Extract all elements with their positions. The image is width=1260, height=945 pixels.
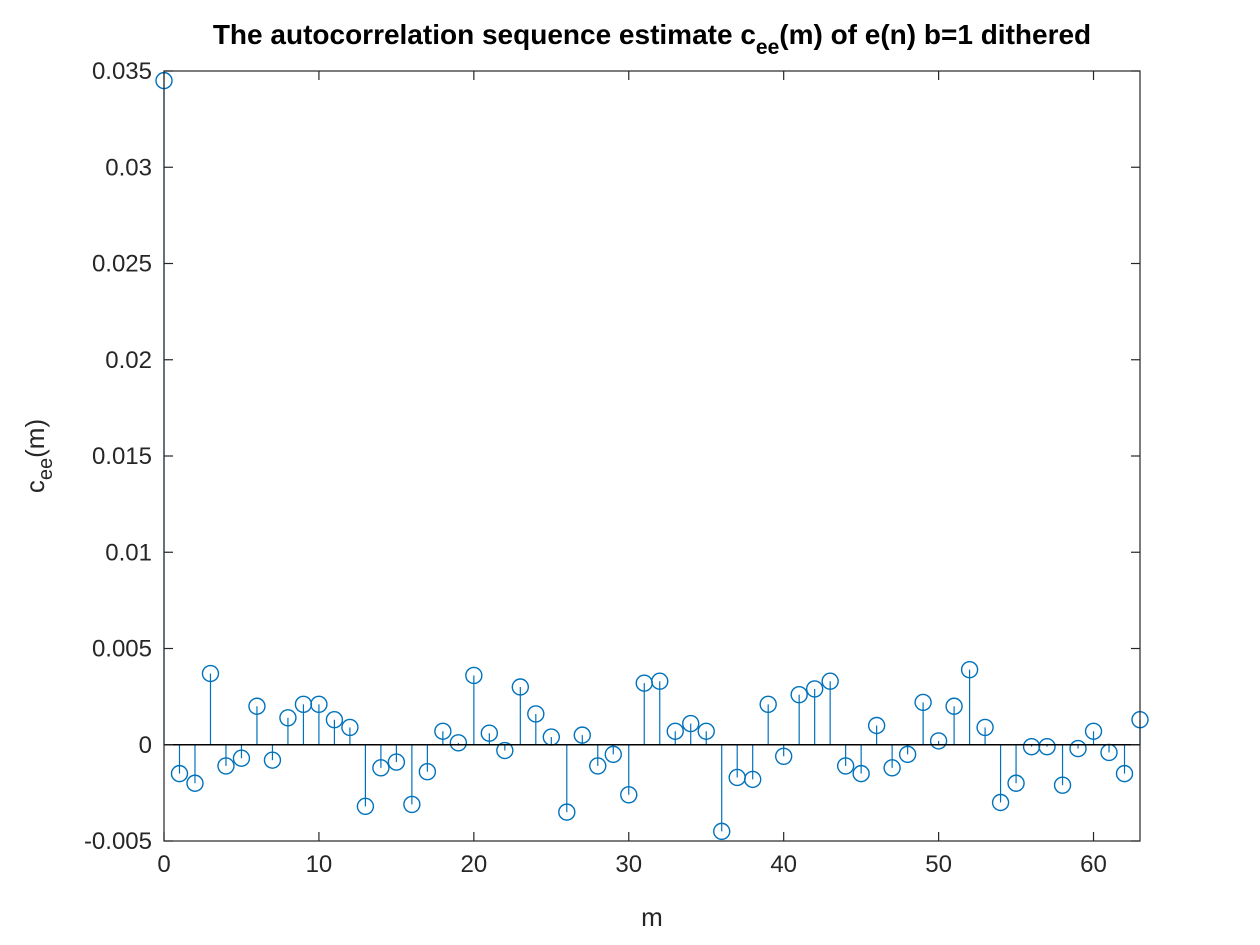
x-tick-label: 60 <box>1080 851 1107 878</box>
y-tick-label: 0 <box>139 732 152 759</box>
y-tick-label: 0.03 <box>105 154 152 181</box>
y-tick-label: 0.01 <box>105 539 152 566</box>
stem-marker <box>867 716 886 735</box>
stem-marker <box>310 695 328 714</box>
stem-marker <box>511 678 530 696</box>
x-axis-label: m <box>641 902 663 932</box>
stem-marker <box>372 759 390 777</box>
x-axis: 0 10 20 30 40 50 60 <box>157 71 1107 878</box>
y-tick-label: 0.035 <box>92 58 152 85</box>
y-axis-label: cee(m) <box>20 419 57 493</box>
stem-marker <box>170 764 189 783</box>
chart-title-main: The autocorrelation sequence estimate c <box>213 19 756 50</box>
stem-marker <box>1038 737 1056 756</box>
chart-title: The autocorrelation sequence estimate ce… <box>213 19 1091 59</box>
stem-marker <box>604 745 622 764</box>
stem-marker <box>713 822 731 841</box>
stem-marker <box>217 757 235 775</box>
x-tick-label: 30 <box>615 851 642 878</box>
x-tick-label: 0 <box>157 851 170 878</box>
stem-marker <box>620 786 638 804</box>
stem-marker <box>976 718 994 737</box>
stem-marker <box>883 759 901 777</box>
x-tick-label: 20 <box>460 851 487 878</box>
stem-marker <box>186 774 204 792</box>
x-tick-label: 10 <box>306 851 333 878</box>
y-axis: -0.005 0 0.005 0.01 0.015 0.02 0.025 0.03 0.035 <box>84 58 1140 855</box>
stem-marker <box>263 751 282 769</box>
stem-marker <box>1053 776 1072 794</box>
stem-marker <box>558 803 576 821</box>
stem-marker <box>434 722 452 740</box>
stem-marker <box>821 672 839 690</box>
stem-marker <box>387 753 406 771</box>
stem-marker <box>325 711 344 729</box>
y-tick-label: 0.005 <box>92 636 152 663</box>
stem-marker <box>248 697 266 715</box>
stem-marker <box>960 660 979 679</box>
stem-marker <box>403 795 421 814</box>
y-tick-label: 0.025 <box>92 251 152 278</box>
stem-marker <box>682 714 700 733</box>
stem-marker <box>356 797 375 816</box>
stem-marker <box>774 747 793 765</box>
x-tick-label: 40 <box>770 851 797 878</box>
stem-marker <box>790 686 808 704</box>
chart-title-subscript: ee <box>756 36 779 59</box>
stem-marker <box>1069 739 1087 758</box>
stem-marker <box>666 722 684 740</box>
stem-marker <box>449 734 468 752</box>
stem-marker <box>651 672 669 690</box>
y-tick-label: 0.02 <box>105 347 152 374</box>
stem-marker <box>527 705 545 723</box>
stem-marker <box>1084 722 1103 740</box>
stem-marker <box>1115 764 1134 783</box>
stem-marker <box>341 718 359 737</box>
stem-marker <box>914 693 932 712</box>
stem-marker <box>836 757 855 775</box>
stem-marker <box>480 724 499 742</box>
stem-marker <box>496 741 514 760</box>
x-tick-label: 50 <box>925 851 952 878</box>
y-tick-label: 0.015 <box>92 443 152 470</box>
y-axis-label-tail: (m) <box>20 419 50 458</box>
y-tick-label: -0.005 <box>84 828 152 855</box>
stem-marker <box>852 764 870 783</box>
plot-background <box>164 71 1140 841</box>
stem-marker <box>898 745 917 764</box>
stem-marker <box>573 726 591 744</box>
stem-marker <box>697 722 715 740</box>
chart-title-tail: (m) of e(n) b=1 dithered <box>779 19 1091 50</box>
stem-marker <box>991 793 1010 812</box>
stem-marker <box>589 757 607 775</box>
stem-marker <box>1007 774 1025 792</box>
stem-marker <box>929 732 948 750</box>
stem-marker <box>759 695 777 714</box>
stem-marker <box>232 749 251 767</box>
stem-marker <box>465 666 483 685</box>
y-axis-label-main: c <box>20 480 50 493</box>
stem-marker <box>743 770 762 789</box>
stem-marker <box>201 664 220 683</box>
y-axis-label-subscript: ee <box>35 458 57 480</box>
stem-marker <box>279 709 297 727</box>
stem-marker <box>805 680 824 698</box>
stem-marker <box>418 763 437 781</box>
stem-marker <box>945 697 963 715</box>
